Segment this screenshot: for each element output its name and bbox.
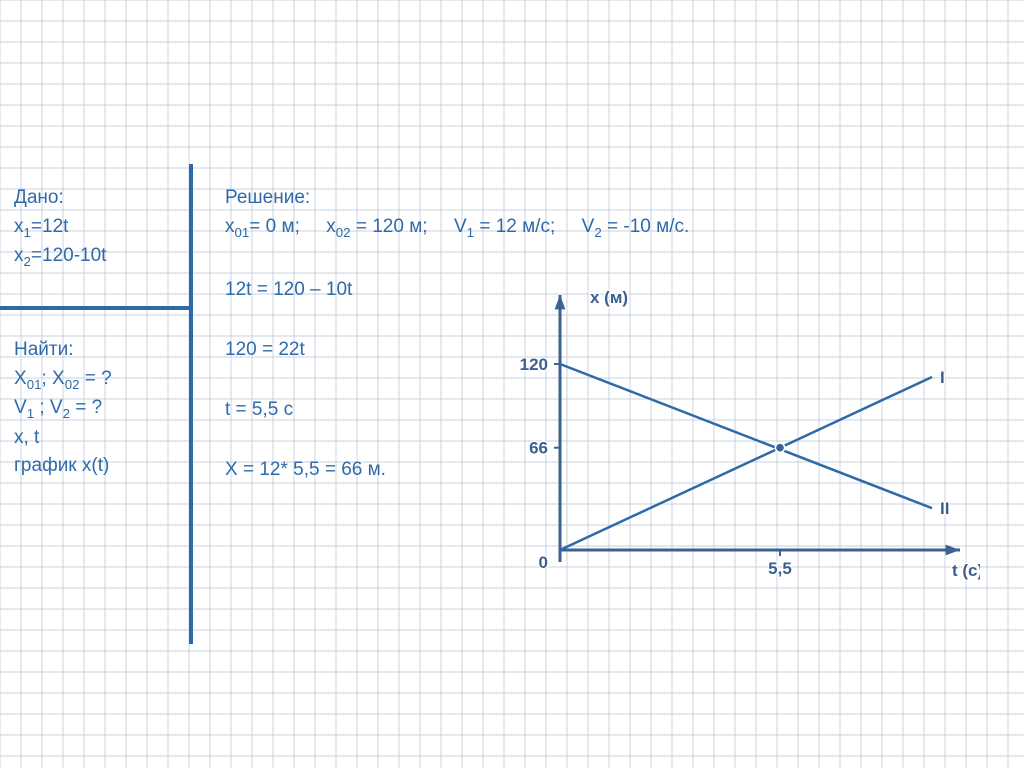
- sol-eq2: 120 = 22t: [225, 336, 305, 365]
- sol-line1: x01= 0 м; x02 = 120 м; V1 = 12 м/с; V2 =…: [225, 213, 689, 243]
- svg-text:I: I: [940, 368, 945, 387]
- svg-text:0: 0: [539, 553, 548, 572]
- svg-text:II: II: [940, 499, 949, 518]
- sol-eq1: 12t = 120 – 10t: [225, 276, 352, 305]
- svg-text:5,5: 5,5: [768, 559, 792, 578]
- sol-eq3: t = 5,5 c: [225, 396, 293, 425]
- divider-horizontal: [0, 306, 189, 310]
- given-eq1: x1=12t: [14, 213, 106, 243]
- given-eq2: x2=120-10t: [14, 242, 106, 272]
- svg-text:120: 120: [520, 355, 548, 374]
- divider-vertical: [189, 164, 193, 644]
- sol-eq4: X = 12* 5,5 = 66 м.: [225, 456, 386, 485]
- find-l2: V1 ; V2 = ?: [14, 394, 112, 424]
- find-l3: x, t: [14, 424, 112, 453]
- svg-text:t (c): t (c): [952, 561, 980, 580]
- given-heading: Дано:: [14, 184, 106, 213]
- find-l4: график x(t): [14, 452, 112, 481]
- sol-heading: Решение:: [225, 184, 689, 213]
- motion-chart: x (м)t (c)0120665,5III: [460, 280, 980, 600]
- svg-text:x (м): x (м): [590, 288, 628, 307]
- find-l1: X01; X02 = ?: [14, 365, 112, 395]
- svg-text:66: 66: [529, 439, 548, 458]
- find-heading: Найти:: [14, 336, 112, 365]
